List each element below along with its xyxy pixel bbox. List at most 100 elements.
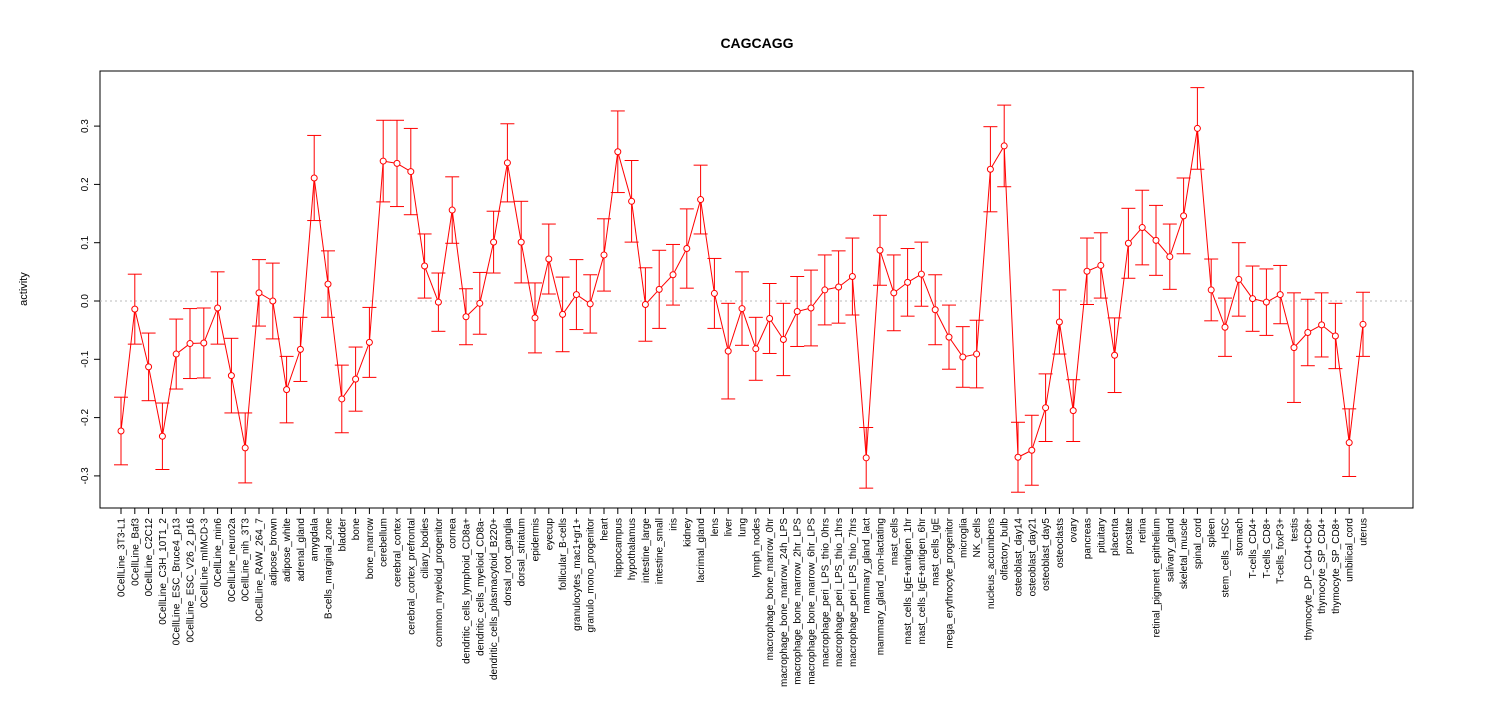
x-tick-label: olfactory_bulb [1000, 518, 1011, 581]
data-point [1028, 446, 1036, 454]
data-point [352, 375, 360, 383]
series-line-segment [1196, 128, 1212, 290]
x-tick-label: kidney [682, 518, 693, 547]
x-tick-label: hypothalamus [627, 518, 638, 580]
x-tick-label: granulo_mono_progenitor [586, 517, 597, 632]
data-point [269, 297, 277, 305]
x-tick-label: T-cells_CD4+ [1248, 518, 1259, 578]
x-tick-label: macrophage_bone_marrow_0hr [765, 517, 776, 660]
chart-title: CAGCAGG [720, 35, 793, 51]
series-line-segment [1058, 321, 1074, 411]
data-point [876, 246, 884, 254]
x-tick-label: dorsal_root_ganglia [503, 518, 514, 606]
x-tick-label: 0CellLine_RAW_264_7 [255, 518, 266, 622]
series-line-segment [410, 171, 426, 267]
data-point [117, 427, 125, 435]
data-point [862, 454, 870, 462]
data-point [531, 314, 539, 322]
x-tick-label: eyecup [544, 518, 555, 551]
x-tick-label: stomach [1234, 518, 1245, 556]
x-tick-label: thymocyte_SP_CD8+ [1331, 518, 1342, 614]
series-line-segment [617, 151, 633, 202]
data-point [214, 304, 222, 312]
series-line-segment [327, 284, 343, 400]
y-tick-label: -0.1 [80, 350, 91, 368]
data-point [1207, 286, 1215, 294]
data-point [1304, 328, 1312, 336]
data-point [945, 333, 953, 341]
series-line-segment [1348, 324, 1364, 443]
series-line-segment [948, 336, 964, 358]
series-line-segment [1279, 294, 1295, 348]
y-tick-label: -0.2 [80, 409, 91, 427]
y-tick-label: 0.0 [80, 294, 91, 308]
data-point [917, 270, 925, 278]
data-point [296, 345, 304, 353]
series-line-segment [1210, 289, 1226, 328]
data-point [1290, 344, 1298, 352]
x-tick-label: placenta [1110, 518, 1121, 556]
x-tick-label: dendritic_cells_plasmacytoid_B220+ [489, 518, 500, 680]
x-tick-label: liver [724, 517, 735, 536]
series-line-segment [368, 161, 384, 343]
y-tick-label: 0.1 [80, 235, 91, 249]
x-tick-label: thymocyte_SP_CD4+ [1317, 518, 1328, 614]
series-line-segment [272, 300, 288, 390]
x-tick-label: retinal_pigment_epithelium [1152, 518, 1163, 638]
x-tick-label: T-cells_foxP3+ [1276, 518, 1287, 584]
x-tick-label: common_myeloid_progenitor [434, 517, 445, 647]
data-point [365, 338, 373, 346]
x-tick-label: adipose_brown [268, 518, 279, 586]
data-point [738, 305, 746, 313]
x-tick-label: salivary_gland [1165, 518, 1176, 582]
series-line-segment [700, 199, 715, 294]
data-point [710, 289, 718, 297]
data-point [1124, 239, 1132, 247]
data-point [145, 363, 153, 371]
data-point [131, 305, 139, 313]
x-tick-label: dorsal_striatum [517, 518, 528, 586]
x-tick-label: mast_cells_IgE+antigen_6hr [917, 517, 928, 644]
y-axis-label: activity [18, 272, 30, 306]
data-point [1152, 236, 1160, 244]
data-point [448, 206, 456, 214]
data-point [683, 245, 691, 253]
series-line-segment [1169, 215, 1185, 257]
data-point [1331, 332, 1339, 340]
x-tick-label: mammary_gland_lact [862, 518, 873, 614]
x-tick-label: dendritic_cells_lymphoid_CD8a+ [462, 518, 473, 664]
series-line-segment [1100, 265, 1116, 356]
x-tick-label: osteoclasts [1055, 518, 1066, 568]
data-point [186, 340, 194, 348]
data-point [614, 148, 622, 156]
data-point [724, 347, 732, 355]
x-tick-label: osteoblast_day14 [1014, 518, 1025, 597]
series-line-segment [1155, 240, 1171, 258]
x-tick-label: ovary [1069, 518, 1080, 542]
x-tick-label: osteoblast_day5 [1041, 518, 1052, 591]
data-point [172, 350, 180, 358]
data-point [766, 314, 774, 322]
series-line-segment [313, 177, 329, 285]
series-line-segment [355, 342, 370, 380]
x-tick-label: retina [1138, 518, 1149, 543]
data-point [310, 174, 318, 182]
x-tick-label: spinal_cord [1193, 518, 1204, 569]
series-line-segment [299, 177, 315, 350]
data-point [1166, 253, 1174, 261]
data-point [959, 353, 967, 361]
data-point [1000, 142, 1008, 150]
data-point [572, 291, 580, 299]
x-tick-label: microglia [958, 518, 969, 558]
data-point [752, 345, 760, 353]
data-point [807, 304, 815, 312]
series-line-segment [851, 276, 867, 458]
data-point [1249, 295, 1257, 303]
plot-frame [99, 70, 1414, 509]
x-tick-label: prostate [1124, 518, 1135, 555]
x-tick-label: B-cells_marginal_zone [324, 518, 335, 620]
data-point [655, 285, 663, 293]
data-point [669, 271, 677, 279]
